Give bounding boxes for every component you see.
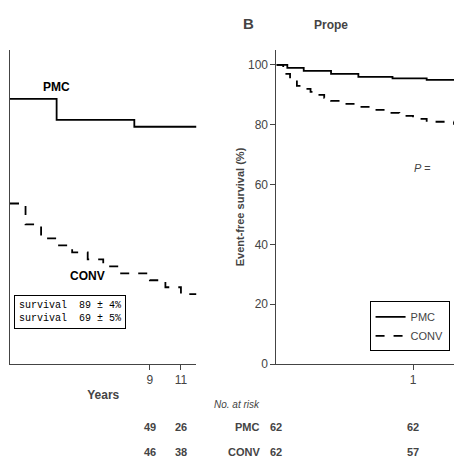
svg-text:B: B	[243, 15, 254, 32]
svg-text:Event-free survival (%): Event-free survival (%)	[234, 147, 246, 266]
svg-text:Prope: Prope	[314, 18, 348, 32]
svg-text:11: 11	[175, 373, 188, 387]
svg-text:62: 62	[270, 421, 282, 433]
svg-text:PMC: PMC	[411, 311, 436, 323]
svg-text:100: 100	[248, 58, 268, 72]
svg-text:P =: P =	[414, 162, 431, 174]
svg-text:49: 49	[144, 421, 156, 433]
svg-text:60: 60	[255, 178, 269, 192]
svg-text:0: 0	[261, 357, 268, 371]
svg-text:62: 62	[407, 421, 419, 433]
svg-text:38: 38	[175, 446, 187, 458]
svg-text:Years: Years	[87, 388, 119, 402]
svg-text:57: 57	[407, 446, 419, 458]
svg-text:9: 9	[147, 373, 154, 387]
svg-text:PMC: PMC	[43, 80, 70, 94]
svg-text:No. at risk: No. at risk	[214, 399, 260, 410]
svg-text:62: 62	[270, 446, 282, 458]
svg-text:40: 40	[255, 238, 269, 252]
svg-text:CONV: CONV	[411, 330, 443, 342]
svg-text:20: 20	[255, 297, 269, 311]
svg-text:1: 1	[410, 373, 417, 387]
svg-text:survival 89 ± 4%survival 69: survival 89 ± 4%survival 69 ± 5%	[19, 300, 121, 324]
svg-text:CONV: CONV	[228, 446, 260, 458]
svg-text:80: 80	[255, 118, 269, 132]
svg-text:CONV: CONV	[70, 269, 105, 283]
svg-text:PMC: PMC	[235, 421, 260, 433]
svg-text:46: 46	[144, 446, 156, 458]
svg-text:26: 26	[175, 421, 187, 433]
